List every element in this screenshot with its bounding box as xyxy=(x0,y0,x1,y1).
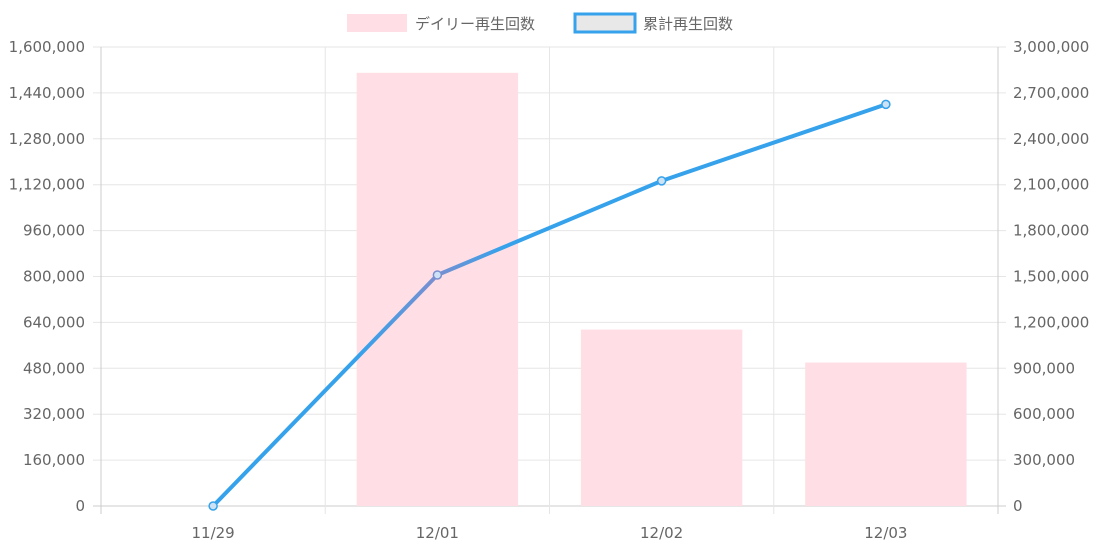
right-tick-label: 600,000 xyxy=(1013,405,1075,423)
legend: デイリー再生回数 累計再生回数 xyxy=(347,12,733,34)
line-point-0 xyxy=(208,501,218,511)
left-tick-label: 1,120,000 xyxy=(9,176,85,194)
bar-daily-3 xyxy=(805,362,967,506)
bar-daily-1 xyxy=(356,72,519,506)
right-tick-label: 2,100,000 xyxy=(1013,176,1089,194)
right-tick-label: 2,400,000 xyxy=(1013,130,1089,148)
left-tick-label: 800,000 xyxy=(23,268,85,286)
right-tick-label: 2,700,000 xyxy=(1013,84,1089,102)
legend-swatch-cumulative xyxy=(573,12,637,34)
legend-swatch-daily xyxy=(347,14,407,32)
right-y-axis: 0 300,000 600,000 900,000 1,200,000 1,500,000… xyxy=(1013,38,1089,515)
right-tick-label: 1,800,000 xyxy=(1013,222,1089,240)
right-tick-label: 1,500,000 xyxy=(1013,268,1089,286)
left-y-axis: 0 160,000 320,000 480,000 640,000 800,000 960,… xyxy=(9,38,85,515)
left-tick-label: 320,000 xyxy=(23,405,85,423)
left-tick-label: 640,000 xyxy=(23,313,85,331)
line-point-2 xyxy=(656,176,667,186)
x-tick-label: 12/02 xyxy=(640,524,683,542)
right-tick-label: 0 xyxy=(1013,497,1023,515)
x-tick-label: 12/01 xyxy=(416,524,459,542)
line-series xyxy=(208,99,891,511)
right-tick-label: 1,200,000 xyxy=(1013,313,1089,331)
left-tick-label: 0 xyxy=(75,497,85,515)
left-tick-label: 480,000 xyxy=(23,359,85,377)
line-point-3 xyxy=(881,99,891,110)
left-tick-label: 1,280,000 xyxy=(9,130,85,148)
legend-label-daily: デイリー再生回数 xyxy=(415,15,535,33)
line-cumulative xyxy=(211,102,888,508)
left-tick-label: 960,000 xyxy=(23,222,85,240)
right-tick-label: 300,000 xyxy=(1013,451,1075,469)
bar-daily-2 xyxy=(580,329,743,506)
right-tick-label: 3,000,000 xyxy=(1013,38,1089,56)
grid xyxy=(93,46,1006,514)
right-tick-label: 900,000 xyxy=(1013,359,1075,377)
line-point-1 xyxy=(432,270,443,280)
left-tick-label: 160,000 xyxy=(23,451,85,469)
left-tick-label: 1,600,000 xyxy=(9,38,85,56)
x-tick-label: 11/29 xyxy=(192,524,235,542)
legend-label-cumulative: 累計再生回数 xyxy=(643,15,733,33)
bars xyxy=(356,72,967,506)
x-tick-label: 12/03 xyxy=(864,524,907,542)
left-tick-label: 1,440,000 xyxy=(9,84,85,102)
x-axis: 11/29 12/01 12/02 12/03 xyxy=(192,524,908,542)
